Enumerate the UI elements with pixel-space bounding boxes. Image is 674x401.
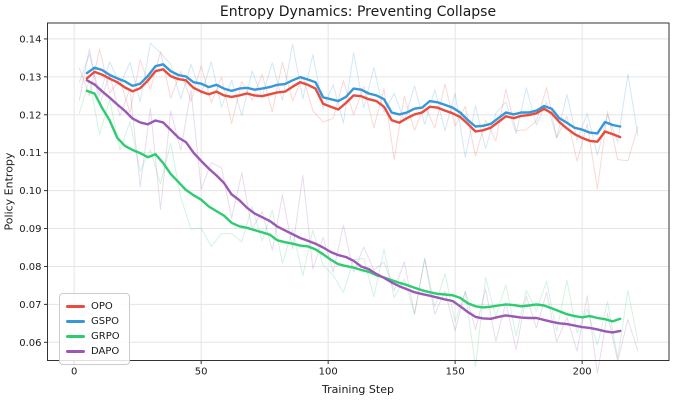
dapo-line-swatch — [66, 350, 85, 353]
y-tick-label: 0.13 — [19, 72, 41, 83]
grpo-line — [85, 89, 622, 323]
y-tick-label: 0.07 — [19, 300, 41, 311]
legend-label-dapo: DAPO — [91, 346, 120, 357]
y-tick-label: 0.11 — [19, 148, 41, 159]
legend-entry-grpo: GRPO — [66, 329, 120, 344]
y-tick-label: 0.08 — [19, 262, 41, 273]
dapo-line — [85, 79, 622, 334]
legend: OPO GSPO GRPO DAPO — [59, 293, 130, 365]
legend-entry-gspo: GSPO — [66, 314, 120, 329]
x-tick-label: 50 — [195, 367, 208, 378]
x-axis-label: Training Step — [322, 383, 394, 396]
legend-label-grpo: GRPO — [91, 331, 120, 342]
x-tick-label: 200 — [573, 367, 592, 378]
y-tick-label: 0.14 — [19, 34, 41, 45]
legend-entry-opo: OPO — [66, 299, 120, 314]
x-tick-label: 150 — [446, 367, 465, 378]
legend-label-opo: OPO — [91, 301, 113, 312]
legend-label-gspo: GSPO — [91, 316, 119, 327]
legend-entry-dapo: DAPO — [66, 344, 120, 359]
chart-title: Entropy Dynamics: Preventing Collapse — [219, 4, 497, 20]
gspo-line — [85, 63, 622, 135]
y-tick-label: 0.10 — [19, 186, 41, 197]
grpo-raw-line — [78, 79, 639, 367]
opo-line — [85, 68, 622, 143]
axes-box — [47, 22, 670, 361]
y-tick-label: 0.12 — [19, 110, 41, 121]
y-tick-label: 0.09 — [19, 224, 41, 235]
opo-raw-line — [78, 48, 639, 190]
x-tick-label: 100 — [319, 367, 338, 378]
dapo-raw-line — [78, 48, 639, 374]
opo-line-swatch — [66, 305, 85, 308]
grpo-line-swatch — [66, 335, 85, 338]
gspo-line-swatch — [66, 320, 85, 323]
y-tick-label: 0.06 — [19, 338, 41, 349]
y-axis-label: Policy Entropy — [2, 152, 16, 231]
x-tick-label: 0 — [71, 367, 77, 378]
